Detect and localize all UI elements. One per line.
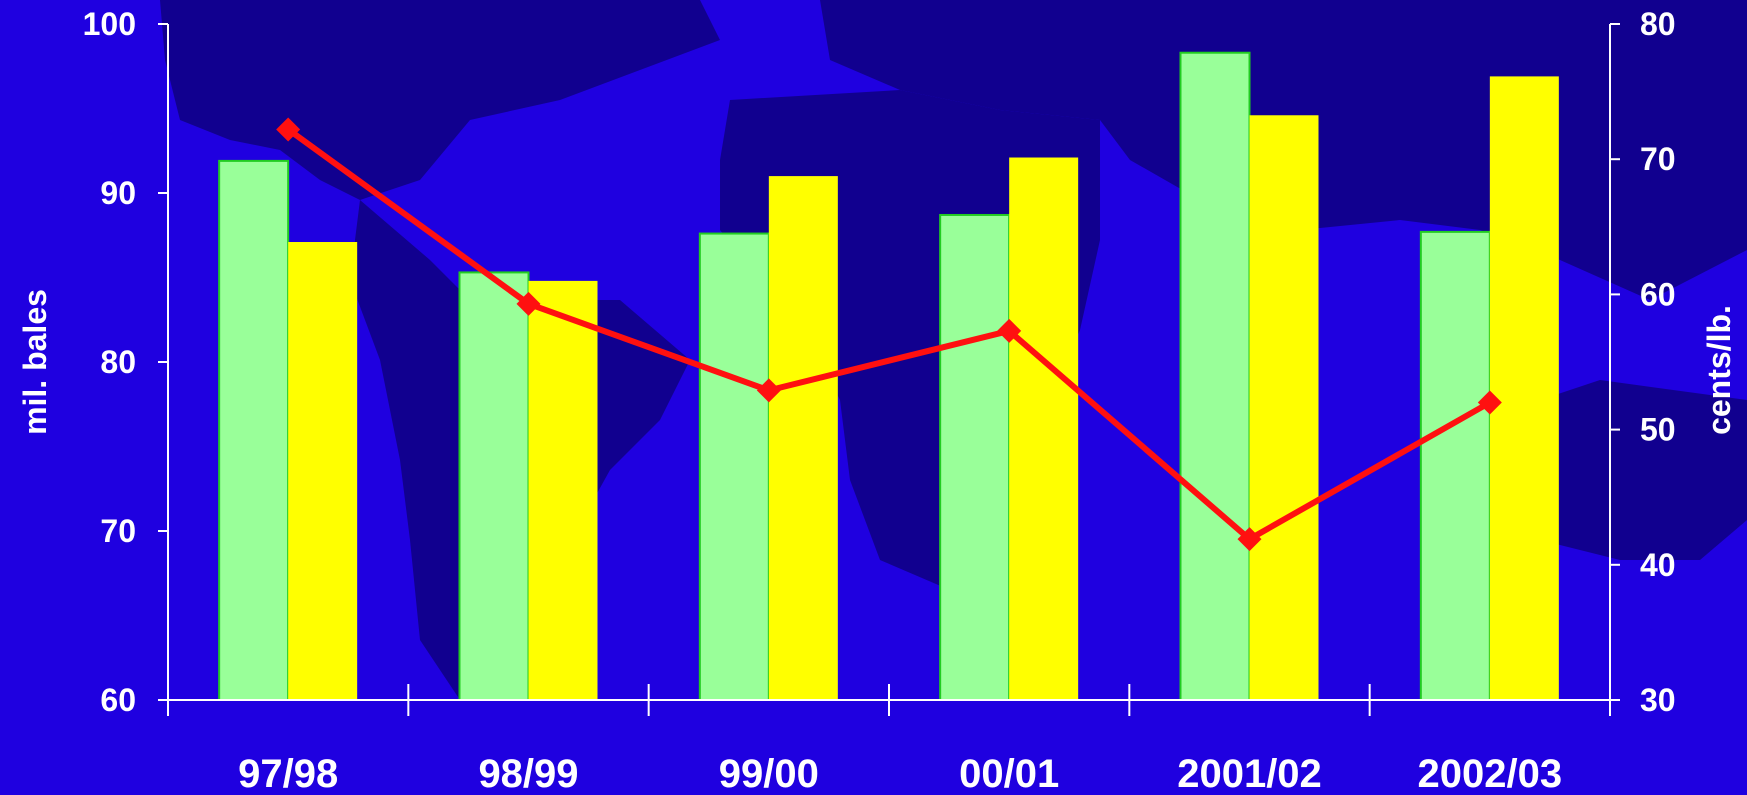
y-right-tick-label-80: 80: [1640, 6, 1676, 42]
y-left-tick-label-100: 100: [83, 6, 136, 42]
bar-1-97/98: [218, 159, 290, 701]
y-axis-right-title: cents/lb.: [1701, 305, 1737, 435]
y-left-tick-label-90: 90: [100, 175, 136, 211]
bar-1-2001/02: [1179, 51, 1251, 702]
y-axis-left-title: mil. bales: [17, 289, 53, 435]
x-tick-label-99/00: 99/00: [719, 752, 819, 795]
plot-area: [218, 51, 1559, 702]
bar-2-98/99: [528, 280, 598, 700]
bar-2-2001/02: [1249, 115, 1319, 700]
bar-1-99/00: [698, 232, 770, 701]
bar-2-00/01: [1009, 157, 1079, 700]
line-point-97/98: [276, 117, 301, 142]
line-point-2001/02: [1237, 527, 1262, 552]
bar-1-00/01: [939, 213, 1011, 701]
line-point-00/01: [997, 318, 1022, 343]
y-right-tick-label-70: 70: [1640, 141, 1676, 177]
line-point-99/00: [756, 378, 781, 403]
bar-2-99/00: [768, 176, 838, 701]
y-right-tick-label-60: 60: [1640, 276, 1676, 312]
line-point-98/99: [516, 291, 541, 316]
y-left-tick-label-80: 80: [100, 344, 136, 380]
bar-1-98/99: [458, 271, 530, 701]
y-right-tick-label-50: 50: [1640, 412, 1676, 448]
x-tick-label-00/01: 00/01: [959, 752, 1059, 795]
axes: 60 70 80 90 100 30 40 50 60 70 80 97/98 98/99 99/00 00…: [17, 6, 1737, 795]
y-left-tick-label-70: 70: [100, 513, 136, 549]
x-tick-label-2001/02: 2001/02: [1177, 752, 1322, 795]
line-series: [286, 127, 1492, 543]
x-tick-label-2002/03: 2002/03: [1418, 752, 1563, 795]
bar-1-2002/03: [1419, 230, 1491, 701]
line-point-2002/03: [1477, 390, 1502, 415]
x-tick-label-98/99: 98/99: [478, 752, 578, 795]
x-tick-label-97/98: 97/98: [238, 752, 338, 795]
y-left-tick-label-60: 60: [100, 682, 136, 718]
y-right-tick-label-30: 30: [1640, 682, 1676, 718]
bar-2-97/98: [288, 242, 358, 700]
bar-2-2002/03: [1489, 76, 1559, 700]
y-right-tick-label-40: 40: [1640, 547, 1676, 583]
